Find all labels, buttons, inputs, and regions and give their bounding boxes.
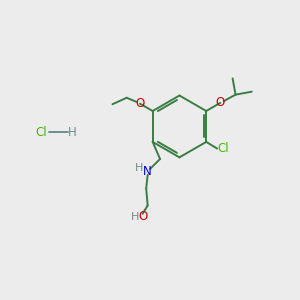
Text: H: H [130, 212, 139, 222]
Text: O: O [135, 97, 145, 110]
Text: H: H [68, 126, 76, 139]
Text: Cl: Cl [217, 142, 229, 155]
Text: O: O [216, 96, 225, 110]
Text: N: N [143, 165, 152, 178]
Text: Cl: Cl [35, 126, 47, 139]
Text: O: O [138, 210, 147, 223]
Text: H: H [135, 164, 143, 173]
